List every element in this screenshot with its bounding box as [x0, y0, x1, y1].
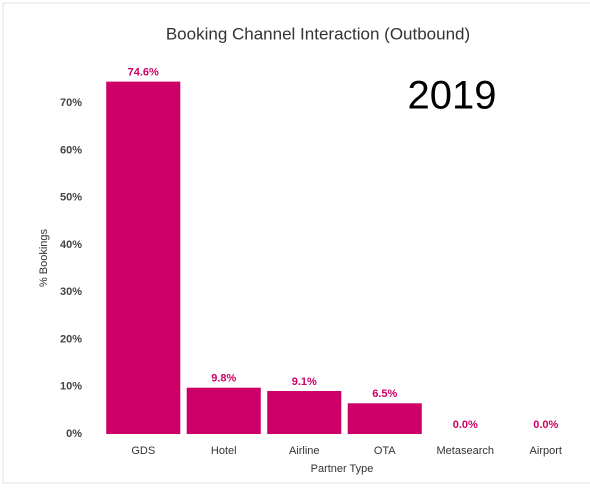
- value-label: 9.1%: [292, 376, 317, 388]
- x-axis-label: Partner Type: [311, 463, 374, 475]
- x-tick-label: Hotel: [211, 445, 237, 457]
- y-tick-label: 50%: [60, 192, 82, 204]
- chart-title: Booking Channel Interaction (Outbound): [166, 24, 470, 43]
- value-label: 6.5%: [372, 388, 397, 400]
- y-tick-label: 20%: [60, 333, 82, 345]
- y-tick-label: 70%: [60, 97, 82, 109]
- x-tick-label: OTA: [374, 445, 396, 457]
- y-tick-label: 30%: [60, 286, 82, 298]
- value-label: 9.8%: [211, 373, 236, 385]
- annotation: 2019: [408, 74, 497, 118]
- y-tick-label: 40%: [60, 239, 82, 251]
- y-tick-label: 0%: [66, 428, 82, 440]
- value-label: 0.0%: [533, 419, 558, 431]
- x-tick-label: Airline: [289, 445, 320, 457]
- bar: [267, 391, 342, 434]
- bar: [347, 403, 422, 434]
- value-label: 0.0%: [453, 419, 478, 431]
- x-tick-label: GDS: [131, 445, 155, 457]
- value-label: 74.6%: [128, 67, 159, 79]
- y-tick-label: 60%: [60, 144, 82, 156]
- bar: [106, 81, 181, 434]
- y-axis-label: % Bookings: [38, 228, 50, 287]
- y-tick-label: 10%: [60, 381, 82, 393]
- x-tick-label: Metasearch: [437, 445, 494, 457]
- bar: [186, 387, 261, 434]
- x-tick-label: Airport: [530, 445, 562, 457]
